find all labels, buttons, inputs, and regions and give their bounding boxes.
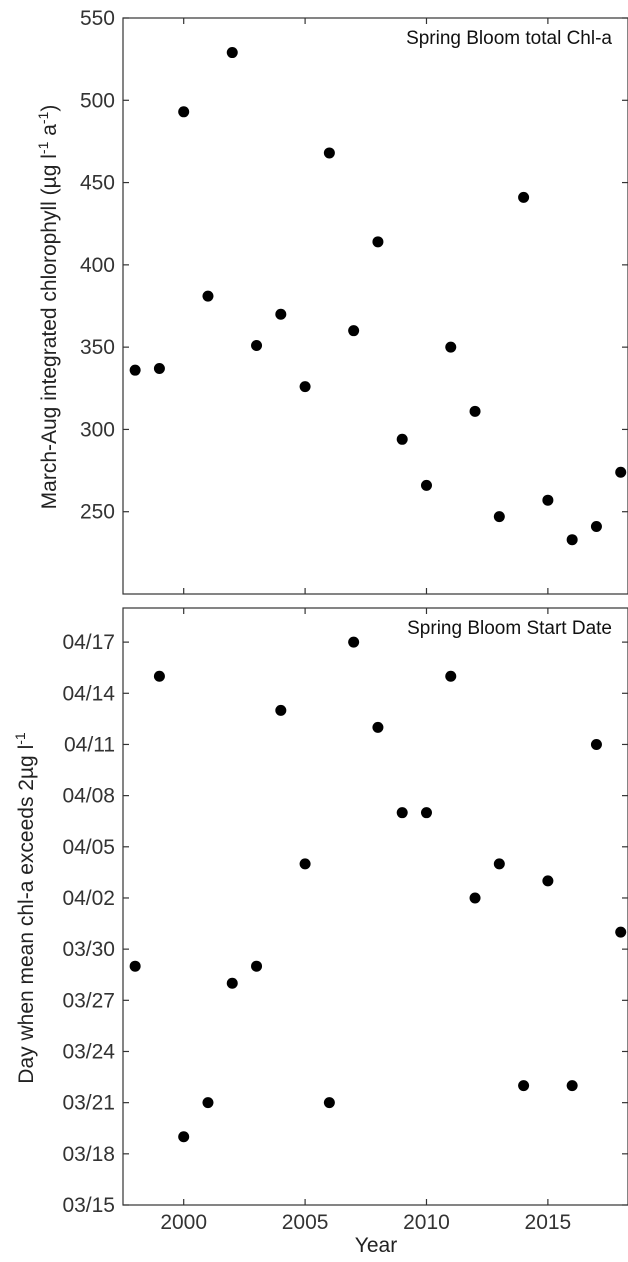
bottom-y-tick-label: 03/21 (62, 1092, 115, 1115)
top-x-ticks (183, 18, 549, 594)
bottom-x-ticks: 2000 2005 2010 2015 (160, 608, 571, 1234)
bottom-data-point (469, 892, 481, 904)
top-y-tick-label: 500 (80, 89, 115, 112)
bottom-data-point (615, 926, 627, 938)
top-data-point (420, 479, 432, 491)
bottom-data-point (275, 704, 287, 716)
bottom-data-point (518, 1080, 530, 1092)
top-data-point (323, 147, 335, 159)
top-data-point (518, 191, 530, 203)
x-tick-label: 2015 (525, 1211, 572, 1234)
top-data-point (275, 308, 287, 320)
x-tick-label: 2000 (160, 1211, 207, 1234)
bottom-y-tick-label: 04/02 (62, 887, 115, 910)
top-y-axis-label: March-Aug integrated chlorophyll (µg l-1… (35, 105, 61, 510)
top-data-point (469, 405, 481, 417)
bottom-data-point (420, 807, 432, 819)
top-data-points (129, 47, 627, 546)
bottom-data-point (226, 977, 238, 989)
bottom-y-axis-label: Day when mean chl-a exceeds 2µg l-1 (12, 732, 38, 1084)
bottom-data-point (129, 960, 141, 972)
top-y-tick-label: 350 (80, 336, 115, 359)
top-y-tick-label: 250 (80, 501, 115, 524)
top-data-point (153, 363, 165, 375)
bottom-y-tick-label: 03/27 (62, 989, 115, 1012)
top-data-point (445, 341, 457, 353)
bottom-y-tick-label: 04/11 (64, 733, 115, 756)
bottom-y-ticks: 03/15 03/18 03/21 03/24 03/27 03/30 04/02 04/05… (62, 631, 628, 1217)
top-data-point (129, 364, 141, 376)
top-panel: 250 300 350 400 450 500 550 Spring Bloom total… (35, 7, 628, 595)
bottom-data-point (396, 807, 408, 819)
bottom-data-points (129, 636, 627, 1143)
top-plot-frame (122, 17, 628, 595)
bottom-data-point (323, 1097, 335, 1109)
bottom-panel-title: Spring Bloom Start Date (407, 618, 612, 639)
x-tick-label: 2005 (282, 1211, 329, 1234)
top-data-point (251, 339, 263, 351)
bottom-data-point (590, 738, 602, 750)
bottom-y-tick-label: 03/18 (62, 1143, 115, 1166)
top-data-point (615, 466, 627, 478)
bottom-y-tick-label: 04/17 (62, 631, 115, 654)
bottom-data-point (299, 858, 311, 870)
bottom-data-point (372, 721, 384, 733)
top-y-tick-label: 300 (80, 418, 115, 441)
top-data-point (493, 511, 505, 523)
top-data-point (566, 534, 578, 546)
bottom-data-point (445, 670, 457, 682)
top-data-point (226, 47, 238, 59)
top-panel-title: Spring Bloom total Chl-a (406, 28, 612, 49)
top-data-point (590, 521, 602, 533)
top-data-point (542, 494, 554, 506)
bottom-y-tick-label: 03/30 (62, 938, 115, 961)
x-tick-label: 2010 (403, 1211, 450, 1234)
bottom-y-tick-label: 04/14 (62, 682, 115, 705)
bottom-data-point (348, 636, 360, 648)
bottom-data-point (542, 875, 554, 887)
top-data-point (178, 106, 190, 118)
top-data-point (299, 381, 311, 393)
top-y-tick-label: 450 (80, 172, 115, 195)
bottom-y-tick-label: 04/05 (62, 836, 115, 859)
top-y-tick-label: 400 (80, 254, 115, 277)
bottom-data-point (178, 1131, 190, 1143)
bottom-plot-frame (122, 607, 628, 1206)
bottom-data-point (493, 858, 505, 870)
bottom-y-tick-label: 03/24 (62, 1040, 115, 1063)
top-data-point (372, 236, 384, 248)
bottom-data-point (251, 960, 263, 972)
top-data-point (396, 433, 408, 445)
bottom-panel: 03/15 03/18 03/21 03/24 03/27 03/30 04/02 04/05… (12, 607, 628, 1257)
top-y-ticks: 250 300 350 400 450 500 550 (80, 7, 628, 524)
top-y-tick-label: 550 (80, 7, 115, 30)
bottom-y-tick-label: 04/08 (62, 785, 115, 808)
x-axis-label: Year (355, 1234, 397, 1257)
bottom-y-tick-label: 03/15 (62, 1194, 115, 1217)
bottom-data-point (153, 670, 165, 682)
bottom-data-point (202, 1097, 214, 1109)
top-data-point (348, 325, 360, 337)
bottom-data-point (566, 1080, 578, 1092)
top-data-point (202, 290, 214, 302)
